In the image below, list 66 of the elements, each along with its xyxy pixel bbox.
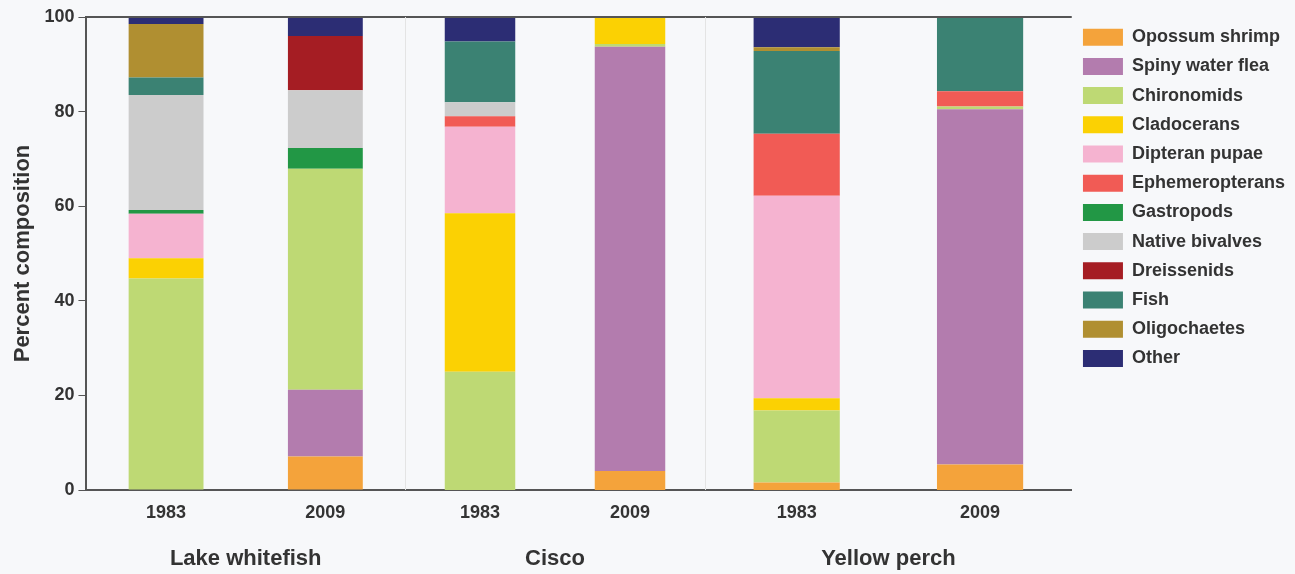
bar: [287, 148, 363, 169]
x-tick-label: 2009: [609, 501, 651, 522]
bar: [128, 213, 204, 259]
bar: [444, 102, 516, 117]
bar: [287, 35, 363, 91]
x-tick-label: 1983: [146, 501, 187, 522]
legend-label: Fish: [1131, 288, 1169, 309]
bar: [936, 106, 1024, 110]
bar: [128, 95, 204, 210]
y-tick-label: 60: [54, 195, 75, 216]
bar: [753, 47, 840, 52]
bar: [753, 133, 840, 196]
y-tick-label: 0: [64, 478, 75, 499]
bar: [444, 41, 516, 103]
bar: [753, 398, 840, 411]
legend-label: Other: [1131, 347, 1180, 368]
bar: [287, 456, 363, 490]
bar: [287, 389, 363, 457]
bar: [753, 17, 840, 48]
bar: [753, 482, 840, 490]
bar: [444, 17, 516, 42]
bar: [128, 77, 204, 96]
legend-label: Spiny water flea: [1131, 55, 1270, 76]
y-tick-label: 100: [44, 5, 75, 26]
x-tick-label: 2009: [305, 501, 346, 522]
y-tick-label: 20: [54, 384, 75, 405]
bar: [594, 471, 666, 490]
bar: [936, 464, 1024, 490]
legend-label: Oligochaetes: [1131, 318, 1245, 339]
bar: [594, 17, 666, 44]
bar: [444, 126, 516, 214]
bar: [936, 91, 1024, 107]
bar: [594, 46, 666, 472]
bar: [128, 258, 204, 279]
x-axis-title: Lake whitefish: [169, 544, 322, 570]
bar: [444, 371, 516, 490]
bar: [936, 109, 1024, 465]
bar: [753, 410, 840, 483]
legend-label: Gastropods: [1131, 201, 1233, 222]
bar: [287, 90, 363, 149]
bar: [128, 209, 204, 214]
bar: [444, 116, 516, 127]
x-tick-label: 1983: [459, 501, 501, 522]
bar: [287, 17, 363, 36]
y-tick-label: 80: [54, 100, 75, 121]
bar: [128, 24, 204, 78]
x-axis-title: Yellow perch: [821, 544, 956, 570]
y-axis-title: Percent composition: [9, 144, 35, 363]
bar: [753, 51, 840, 134]
legend-label: Dreissenids: [1131, 259, 1235, 280]
legend-label: Dipteran pupae: [1131, 142, 1263, 163]
bar: [594, 43, 666, 47]
legend-label: Ephemeropterans: [1131, 172, 1285, 193]
legend-label: Native bivalves: [1131, 230, 1263, 251]
y-tick-label: 40: [54, 289, 75, 310]
legend-label: Opossum shrimp: [1131, 26, 1280, 47]
bar: [444, 213, 516, 372]
bar: [287, 168, 363, 390]
x-tick-label: 2009: [960, 501, 1001, 522]
legend-label: Chironomids: [1131, 84, 1243, 105]
x-tick-label: 1983: [776, 501, 817, 522]
x-axis-title: Cisco: [525, 544, 585, 570]
bar: [753, 195, 840, 399]
bar: [936, 17, 1024, 92]
bar: [128, 278, 204, 490]
legend-label: Cladocerans: [1131, 113, 1240, 134]
